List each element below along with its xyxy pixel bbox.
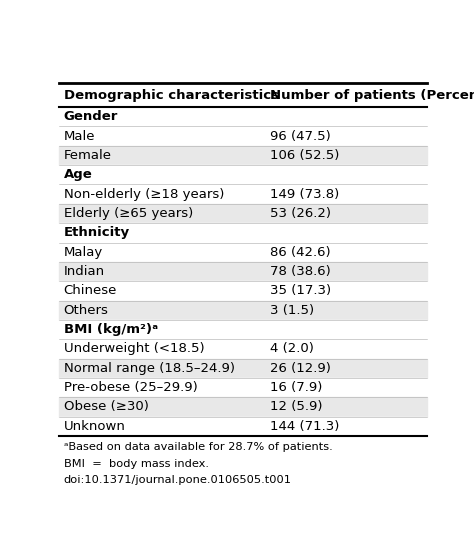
Text: 86 (42.6): 86 (42.6) [271,246,331,259]
Bar [59,300,427,320]
Text: Underweight (<18.5): Underweight (<18.5) [64,342,204,355]
Text: 12 (5.9): 12 (5.9) [271,401,323,413]
Text: Indian: Indian [64,265,105,278]
Text: Ethnicity: Ethnicity [64,226,130,240]
Text: Non-elderly (≥18 years): Non-elderly (≥18 years) [64,188,224,200]
Bar [59,397,427,417]
Text: Elderly (≥65 years): Elderly (≥65 years) [64,207,193,220]
Bar [59,281,427,300]
Text: Male: Male [64,130,95,142]
Text: Demographic characteristics: Demographic characteristics [64,89,279,102]
Text: ᵃBased on data available for 28.7% of patients.: ᵃBased on data available for 28.7% of pa… [64,442,332,453]
Text: BMI (kg/m²)ᵃ: BMI (kg/m²)ᵃ [64,323,158,336]
Text: Age: Age [64,168,92,181]
Bar [59,204,427,223]
Bar [59,146,427,165]
Bar [59,378,427,397]
Text: Normal range (18.5–24.9): Normal range (18.5–24.9) [64,362,235,375]
Text: Female: Female [64,149,112,162]
Bar [59,262,427,281]
Text: 96 (47.5): 96 (47.5) [271,130,331,142]
Text: Pre-obese (25–29.9): Pre-obese (25–29.9) [64,381,197,394]
Text: Others: Others [64,304,109,317]
Bar [59,339,427,359]
Bar [59,320,427,339]
Text: 78 (38.6): 78 (38.6) [271,265,331,278]
Bar [59,359,427,378]
Bar [59,417,427,436]
Text: 35 (17.3): 35 (17.3) [271,284,332,298]
Text: Chinese: Chinese [64,284,117,298]
Text: Number of patients (Percentage, %): Number of patients (Percentage, %) [271,89,474,102]
Text: 144 (71.3): 144 (71.3) [271,420,340,433]
Bar [59,184,427,204]
Text: Malay: Malay [64,246,103,259]
Text: BMI  =  body mass index.: BMI = body mass index. [64,459,209,469]
Text: 106 (52.5): 106 (52.5) [271,149,340,162]
Bar [59,165,427,184]
Text: 4 (2.0): 4 (2.0) [271,342,314,355]
Text: 26 (12.9): 26 (12.9) [271,362,331,375]
Text: Gender: Gender [64,110,118,123]
Text: doi:10.1371/journal.pone.0106505.t001: doi:10.1371/journal.pone.0106505.t001 [64,475,292,485]
Text: 3 (1.5): 3 (1.5) [271,304,315,317]
Bar [59,107,427,126]
Text: Obese (≥30): Obese (≥30) [64,401,148,413]
Bar [59,223,427,242]
Bar [59,242,427,262]
Text: Unknown: Unknown [64,420,126,433]
Bar [59,126,427,146]
Text: 16 (7.9): 16 (7.9) [271,381,323,394]
Text: 53 (26.2): 53 (26.2) [271,207,331,220]
Bar [59,83,427,107]
Text: 149 (73.8): 149 (73.8) [271,188,340,200]
